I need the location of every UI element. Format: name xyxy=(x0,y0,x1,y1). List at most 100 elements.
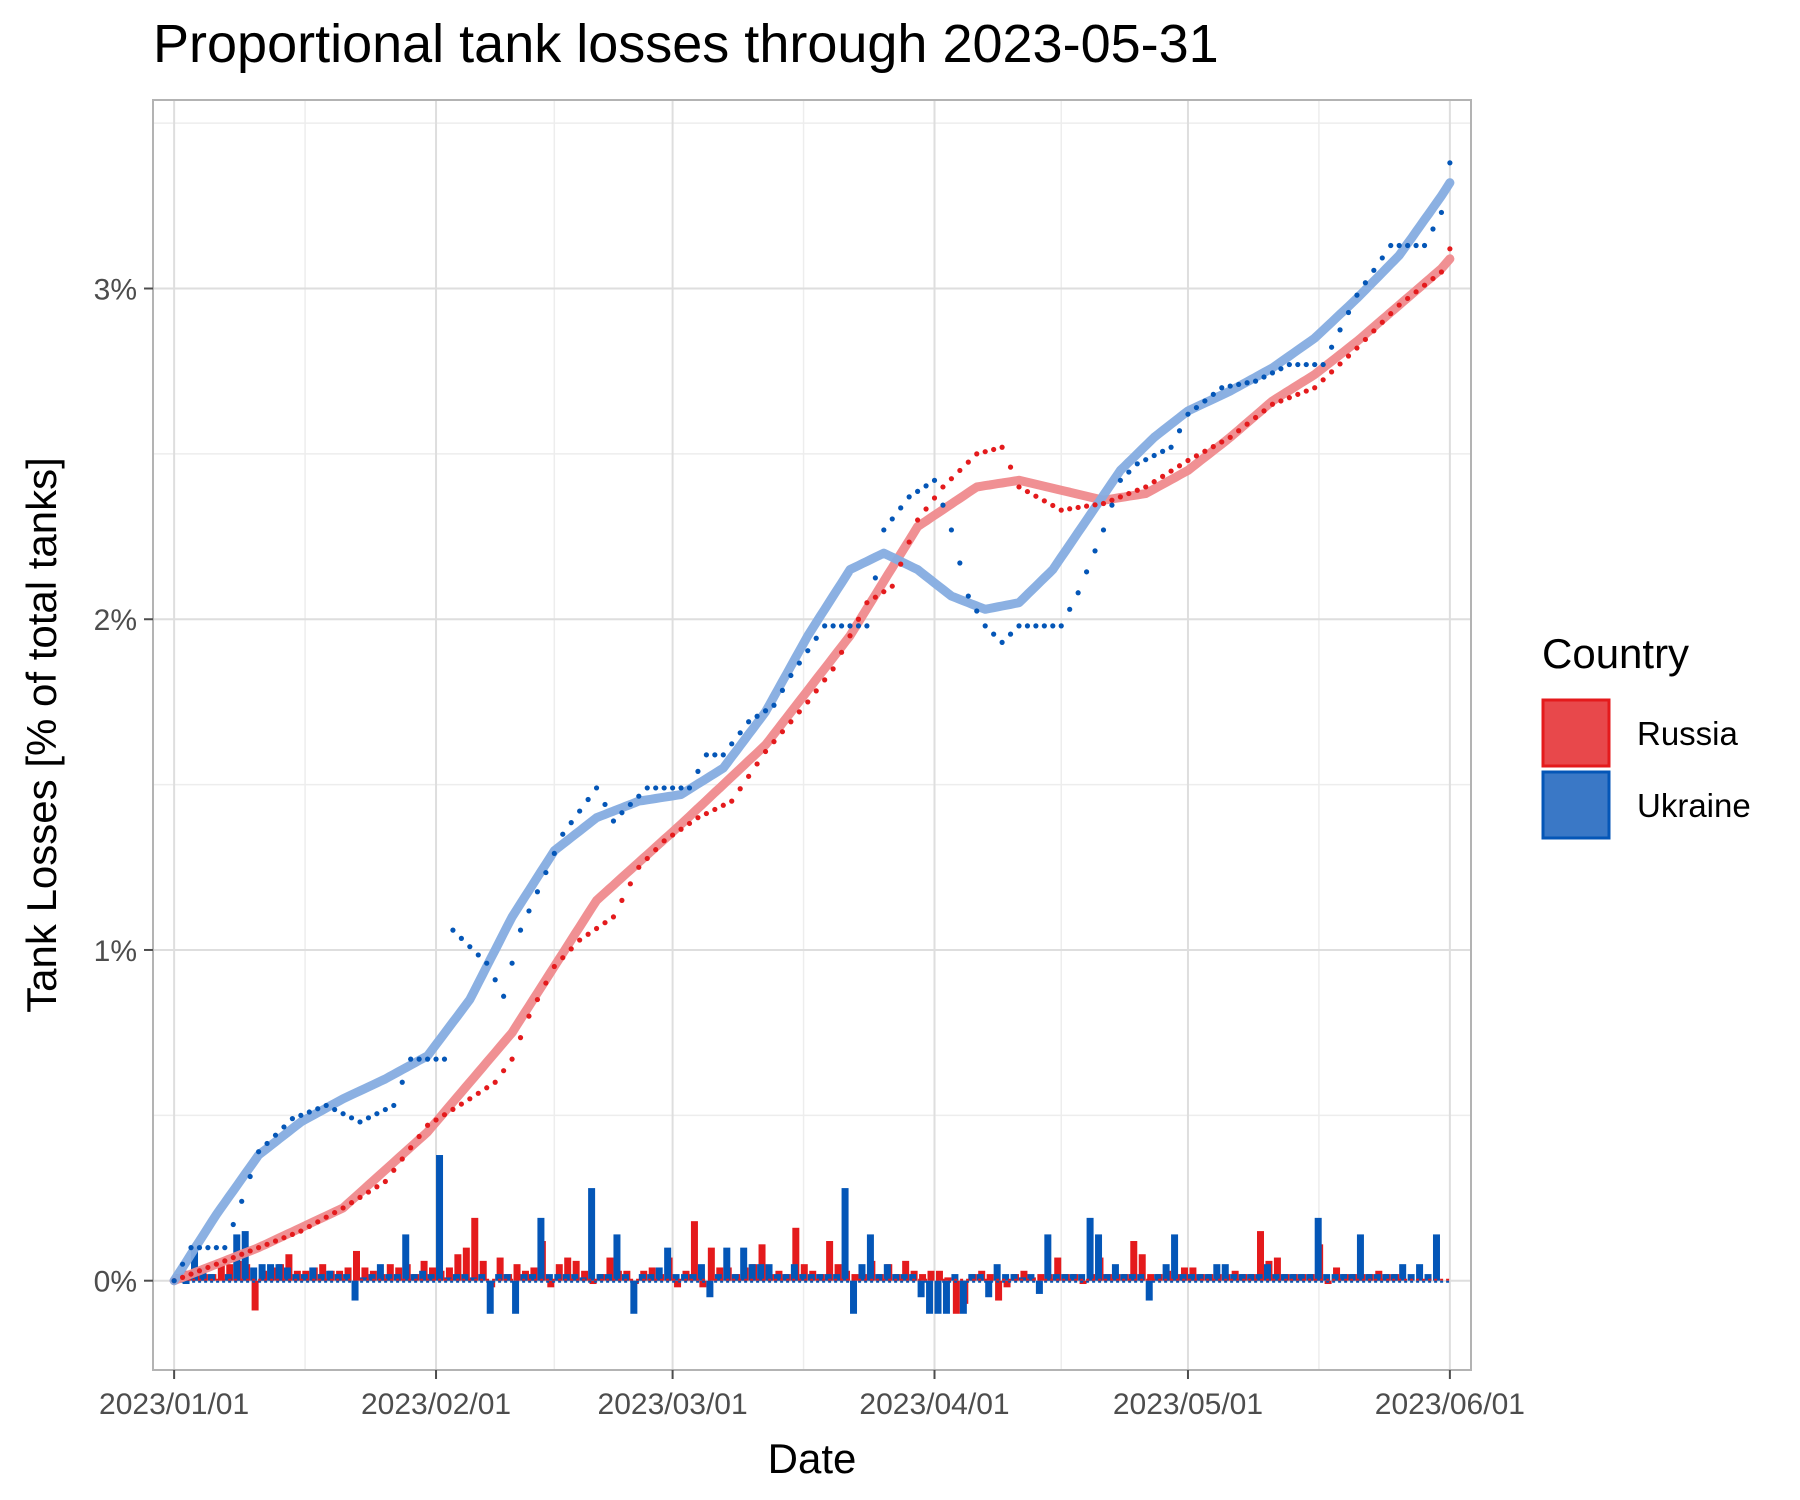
point-ukraine xyxy=(1253,379,1258,384)
point-ukraine xyxy=(569,820,574,825)
point-russia xyxy=(332,1210,337,1215)
point-ukraine xyxy=(738,730,743,735)
point-russia xyxy=(1177,463,1182,468)
point-russia xyxy=(383,1179,388,1184)
point-ukraine xyxy=(518,928,523,933)
point-russia xyxy=(273,1238,278,1243)
point-ukraine xyxy=(501,994,506,999)
point-russia xyxy=(1295,392,1300,397)
point-ukraine xyxy=(915,489,920,494)
point-russia xyxy=(493,1080,498,1085)
point-russia xyxy=(1337,361,1342,366)
point-russia xyxy=(1042,498,1047,503)
legend-swatch-ukraine xyxy=(1543,772,1609,838)
point-ukraine xyxy=(873,575,878,580)
point-ukraine xyxy=(983,623,988,628)
point-russia xyxy=(1152,479,1157,484)
point-ukraine xyxy=(383,1107,388,1112)
point-ukraine xyxy=(1321,362,1326,367)
y-tick-label: 1% xyxy=(94,935,137,968)
point-ukraine xyxy=(1430,226,1435,231)
point-ukraine xyxy=(1278,366,1283,371)
y-tick-label: 2% xyxy=(94,604,137,637)
point-russia xyxy=(1346,353,1351,358)
point-ukraine xyxy=(1447,160,1452,165)
point-russia xyxy=(1160,474,1165,479)
point-ukraine xyxy=(966,593,971,598)
point-russia xyxy=(1447,246,1452,251)
point-russia xyxy=(357,1195,362,1200)
point-russia xyxy=(797,709,802,714)
point-russia xyxy=(1211,444,1216,449)
legend-swatch-russia xyxy=(1543,700,1609,766)
point-ukraine xyxy=(442,1057,447,1062)
point-ukraine xyxy=(805,648,810,653)
point-russia xyxy=(467,1096,472,1101)
point-ukraine xyxy=(991,632,996,637)
point-russia xyxy=(915,517,920,522)
point-ukraine xyxy=(433,1057,438,1062)
legend-label-russia: Russia xyxy=(1637,715,1739,752)
point-ukraine xyxy=(1388,243,1393,248)
bar-ukraine xyxy=(630,1281,637,1314)
x-tick-label: 2023/06/01 xyxy=(1375,1388,1525,1421)
bar-ukraine xyxy=(749,1264,756,1281)
point-ukraine xyxy=(526,908,531,913)
point-ukraine xyxy=(1177,428,1182,433)
point-ukraine xyxy=(1118,478,1123,483)
point-ukraine xyxy=(290,1116,295,1121)
point-ukraine xyxy=(1092,548,1097,553)
point-russia xyxy=(1202,449,1207,454)
point-ukraine xyxy=(586,797,591,802)
point-russia xyxy=(1312,385,1317,390)
point-russia xyxy=(780,729,785,734)
point-russia xyxy=(999,445,1004,450)
x-tick-label: 2023/02/01 xyxy=(361,1388,511,1421)
point-ukraine xyxy=(1168,445,1173,450)
point-russia xyxy=(1422,283,1427,288)
point-russia xyxy=(197,1268,202,1273)
point-ukraine xyxy=(1084,569,1089,574)
point-russia xyxy=(636,865,641,870)
bar-ukraine xyxy=(276,1264,283,1281)
bar-ukraine xyxy=(791,1264,798,1281)
bar-ukraine xyxy=(1416,1264,1423,1281)
point-ukraine xyxy=(1304,362,1309,367)
point-ukraine xyxy=(1033,623,1038,628)
bar-ukraine xyxy=(352,1281,359,1301)
point-ukraine xyxy=(535,889,540,894)
point-ukraine xyxy=(974,608,979,613)
point-ukraine xyxy=(315,1106,320,1111)
point-russia xyxy=(1304,388,1309,393)
point-ukraine xyxy=(264,1141,269,1146)
point-ukraine xyxy=(754,714,759,719)
point-russia xyxy=(822,677,827,682)
point-ukraine xyxy=(704,752,709,757)
point-russia xyxy=(501,1068,506,1073)
x-axis-title: Date xyxy=(768,1435,857,1482)
point-russia xyxy=(1016,484,1021,489)
point-russia xyxy=(526,1014,531,1019)
point-ukraine xyxy=(822,623,827,628)
point-russia xyxy=(1067,506,1072,511)
y-tick-label: 0% xyxy=(94,1266,137,1299)
point-russia xyxy=(712,807,717,812)
point-ukraine xyxy=(1194,405,1199,410)
bar-ukraine xyxy=(985,1281,992,1298)
bar-russia xyxy=(708,1248,715,1281)
point-ukraine xyxy=(1236,382,1241,387)
point-ukraine xyxy=(425,1057,430,1062)
bar-ukraine xyxy=(1433,1234,1440,1280)
point-russia xyxy=(214,1262,219,1267)
point-russia xyxy=(805,699,810,704)
point-russia xyxy=(898,562,903,567)
point-russia xyxy=(324,1215,329,1220)
point-russia xyxy=(1135,488,1140,493)
point-ukraine xyxy=(1228,383,1233,388)
point-russia xyxy=(400,1156,405,1161)
point-ukraine xyxy=(1042,623,1047,628)
point-ukraine xyxy=(1059,623,1064,628)
point-russia xyxy=(1371,328,1376,333)
bar-ukraine xyxy=(766,1264,773,1281)
point-russia xyxy=(1329,369,1334,374)
